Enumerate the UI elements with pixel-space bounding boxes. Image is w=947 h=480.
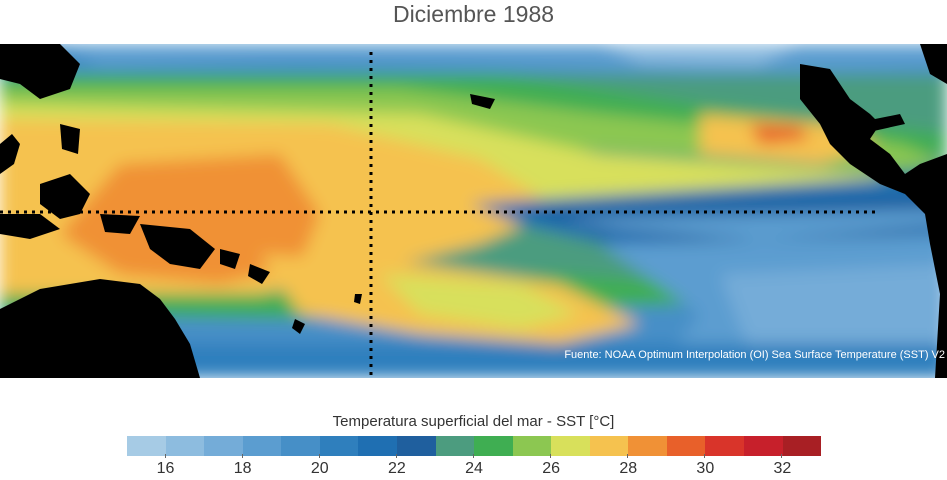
colorbar-tick-label: 32 xyxy=(773,460,792,477)
colorbar-ticks: 16 18 20 22 24 26 28 30 32 xyxy=(127,454,821,480)
colorbar-bin xyxy=(666,436,706,456)
colorbar-tick: 18 xyxy=(223,454,263,478)
colorbar-tick-label: 20 xyxy=(310,460,329,477)
colorbar-bin xyxy=(319,436,359,456)
colorbar-tick-label: 22 xyxy=(387,460,406,477)
colorbar-tick: 28 xyxy=(608,454,648,478)
colorbar-bin xyxy=(589,436,629,456)
colorbar-bin xyxy=(474,436,513,456)
colorbar-bin xyxy=(705,436,744,456)
land xyxy=(0,44,947,378)
colorbar-tick-label: 18 xyxy=(233,460,252,477)
colorbar-bin xyxy=(782,436,822,456)
colorbar-tick: 20 xyxy=(300,454,340,478)
colorbar-bin xyxy=(127,436,166,456)
colorbar-bin xyxy=(551,436,590,456)
colorbar-bin xyxy=(204,436,243,456)
source-credit: Fuente: NOAA Optimum Interpolation (OI) … xyxy=(564,349,945,361)
colorbar-tick-label: 30 xyxy=(696,460,715,477)
colorbar-tick: 24 xyxy=(454,454,494,478)
colorbar-tick-label: 28 xyxy=(619,460,638,477)
colorbar-tick: 22 xyxy=(377,454,417,478)
colorbar-bin xyxy=(281,436,320,456)
colorbar-tick: 16 xyxy=(146,454,186,478)
sst-map xyxy=(0,44,947,378)
colorbar-bin xyxy=(165,436,205,456)
colorbar-tick: 26 xyxy=(531,454,571,478)
colorbar-bin xyxy=(744,436,783,456)
map-title: Diciembre 1988 xyxy=(392,1,555,27)
colorbar-bin xyxy=(242,436,282,456)
colorbar-bin xyxy=(358,436,397,456)
colorbar-tick-label: 24 xyxy=(465,460,483,477)
colorbar-bin xyxy=(435,436,475,456)
colorbar-tick: 30 xyxy=(685,454,725,478)
colorbar-tick-label: 26 xyxy=(542,460,560,477)
colorbar-label: Temperatura superficial del mar - SST [°… xyxy=(332,413,615,430)
colorbar-tick-label: 16 xyxy=(156,460,175,477)
colorbar xyxy=(127,436,822,456)
sst-field xyxy=(0,44,947,378)
colorbar-tick: 32 xyxy=(762,454,802,478)
colorbar-bin xyxy=(628,436,667,456)
colorbar-bin xyxy=(512,436,552,456)
colorbar-bin xyxy=(396,436,436,456)
